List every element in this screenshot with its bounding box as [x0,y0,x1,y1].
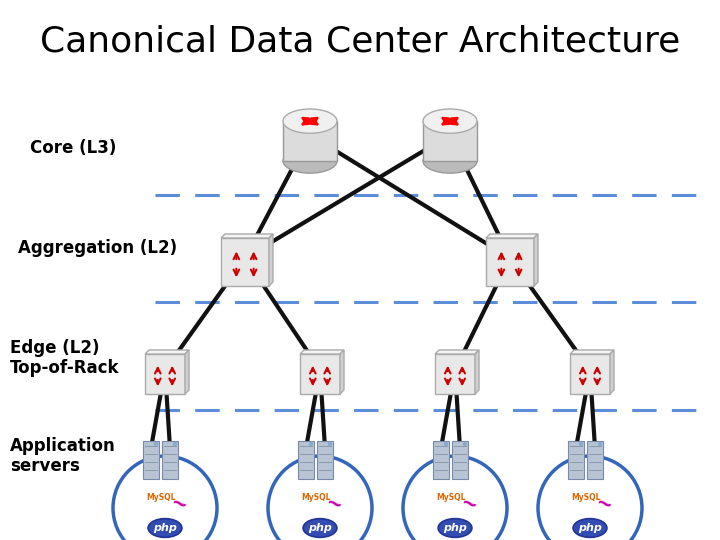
Polygon shape [534,234,538,286]
Bar [298,441,314,479]
Text: php: php [443,523,467,533]
Text: Edge (L2)
Top-of-Rack: Edge (L2) Top-of-Rack [10,339,120,377]
Text: ~: ~ [168,492,190,516]
Bar [221,238,269,286]
Circle shape [328,442,331,446]
Text: Canonical Data Center Architecture: Canonical Data Center Architecture [40,25,680,59]
Ellipse shape [573,518,607,537]
Ellipse shape [438,518,472,537]
Text: php: php [578,523,602,533]
Circle shape [444,442,448,446]
Bar [452,441,468,479]
Text: ~: ~ [593,492,615,516]
Text: MySQL: MySQL [301,494,330,503]
Circle shape [155,442,158,446]
Bar [570,354,610,394]
Ellipse shape [283,109,337,133]
Polygon shape [145,350,189,354]
Bar [435,354,475,394]
Circle shape [464,442,467,446]
Ellipse shape [283,149,337,173]
Text: php: php [308,523,332,533]
Bar [283,121,337,161]
Bar [317,441,333,479]
Bar [162,441,178,479]
Text: Application
servers: Application servers [10,437,116,475]
Bar [433,441,449,479]
Polygon shape [570,350,614,354]
Text: MySQL: MySQL [146,494,176,503]
Bar [143,441,159,479]
Text: ~: ~ [323,492,345,516]
Text: MySQL: MySQL [571,494,600,503]
Polygon shape [475,350,479,394]
Circle shape [403,456,507,540]
Circle shape [113,456,217,540]
Circle shape [580,442,582,446]
Bar [423,121,477,161]
Polygon shape [221,234,273,238]
Polygon shape [185,350,189,394]
Bar [587,441,603,479]
Ellipse shape [423,109,477,133]
Bar [568,441,584,479]
Circle shape [538,456,642,540]
Polygon shape [300,350,344,354]
Polygon shape [486,234,538,238]
Polygon shape [435,350,479,354]
Circle shape [310,442,312,446]
Text: Core (L3): Core (L3) [30,139,117,157]
Text: ~: ~ [458,492,480,516]
Text: MySQL: MySQL [436,494,466,503]
Text: Aggregation (L2): Aggregation (L2) [18,239,177,257]
Circle shape [174,442,176,446]
Bar [300,354,340,394]
Circle shape [268,456,372,540]
Polygon shape [340,350,344,394]
Text: php: php [153,523,177,533]
Ellipse shape [148,518,182,537]
Ellipse shape [423,149,477,173]
Bar [145,354,185,394]
Polygon shape [610,350,614,394]
Ellipse shape [303,518,337,537]
Bar [486,238,534,286]
Polygon shape [269,234,273,286]
Circle shape [598,442,601,446]
